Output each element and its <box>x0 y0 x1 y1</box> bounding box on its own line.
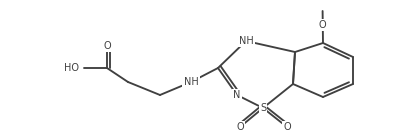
Text: O: O <box>103 41 111 51</box>
Text: HO: HO <box>64 63 79 73</box>
Text: N: N <box>233 90 241 100</box>
Text: NH: NH <box>239 36 253 46</box>
Text: O: O <box>319 20 326 30</box>
Text: O: O <box>283 122 291 132</box>
Text: O: O <box>236 122 244 132</box>
Text: S: S <box>260 103 266 113</box>
Text: NH: NH <box>184 77 198 87</box>
